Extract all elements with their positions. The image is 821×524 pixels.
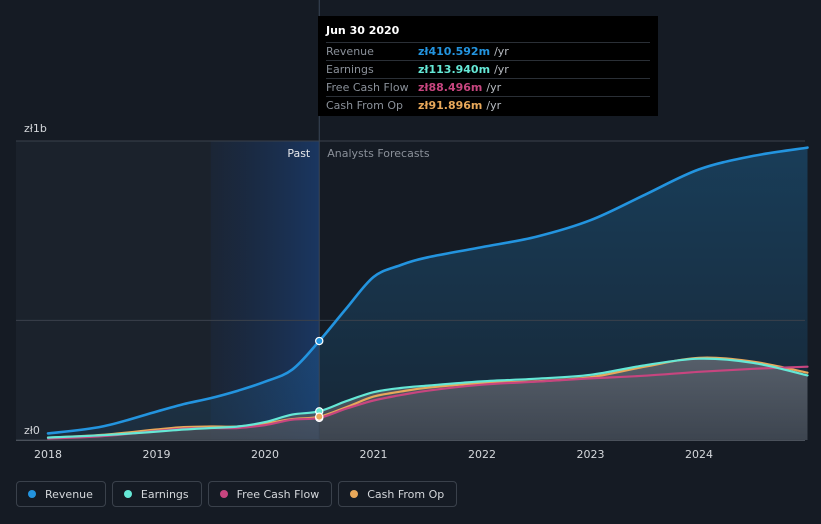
tooltip-date: Jun 30 2020 bbox=[326, 24, 400, 37]
tooltip-value: zł410.592m bbox=[418, 45, 491, 58]
legend-label: Free Cash Flow bbox=[236, 487, 320, 501]
legend-item-cash-from-op[interactable]: Cash From Op bbox=[338, 481, 458, 507]
tooltip-row-earnings: Earnings zł113.940m /yr bbox=[326, 60, 650, 78]
tooltip-unit: /yr bbox=[486, 81, 502, 94]
tooltip-row-free-cash-flow: Free Cash Flow zł88.496m /yr bbox=[326, 78, 650, 96]
tooltip-value: zł113.940m bbox=[418, 63, 491, 76]
earnings-dot-icon bbox=[123, 490, 132, 498]
legend: Revenue Earnings Free Cash Flow Cash Fro… bbox=[16, 481, 458, 507]
x-tick-label: 2022 bbox=[468, 448, 496, 461]
x-tick-label: 2018 bbox=[34, 448, 62, 461]
cash-from-op-line bbox=[46, 356, 809, 439]
free-cash-flow-dot-icon bbox=[219, 490, 228, 498]
x-tick-label: 2023 bbox=[577, 448, 605, 461]
tooltip-row-cash-from-op: Cash From Op zł91.896m /yr bbox=[326, 96, 650, 114]
tooltip-unit: /yr bbox=[486, 99, 502, 112]
y-tick-label: zł0 bbox=[24, 424, 40, 437]
legend-item-revenue[interactable]: Revenue bbox=[16, 481, 106, 507]
legend-label: Earnings bbox=[140, 487, 189, 501]
tooltip-label: Revenue bbox=[326, 45, 374, 58]
legend-label: Revenue bbox=[45, 487, 93, 501]
revenue-point bbox=[315, 336, 324, 346]
tooltip-label: Cash From Op bbox=[326, 99, 404, 112]
legend-label: Cash From Op bbox=[367, 487, 445, 501]
revenue-area bbox=[48, 147, 808, 440]
earnings-line bbox=[46, 357, 809, 439]
past-label: Past bbox=[287, 147, 311, 160]
x-tick-label: 2024 bbox=[685, 448, 713, 461]
cash-from-op-dot-icon bbox=[350, 490, 359, 498]
legend-item-free-cash-flow[interactable]: Free Cash Flow bbox=[207, 481, 333, 507]
tooltip-value: zł91.896m bbox=[418, 99, 483, 112]
revenue-dot-icon bbox=[28, 490, 36, 498]
cash-from-op-point bbox=[315, 412, 324, 421]
x-tick-label: 2019 bbox=[143, 448, 171, 461]
x-tick-label: 2020 bbox=[251, 448, 279, 461]
tooltip-unit: /yr bbox=[494, 45, 509, 58]
legend-item-earnings[interactable]: Earnings bbox=[111, 481, 202, 507]
tooltip-value: zł88.496m bbox=[418, 81, 483, 94]
earnings-area bbox=[48, 358, 808, 440]
revenue-line bbox=[46, 146, 809, 435]
tooltip: Jun 30 2020 Revenue zł410.592m /yr Earni… bbox=[318, 16, 658, 116]
tooltip-label: Earnings bbox=[326, 63, 374, 76]
tooltip-unit: /yr bbox=[494, 63, 509, 76]
y-tick-label: zł1b bbox=[24, 122, 47, 135]
forecast-label: Analysts Forecasts bbox=[327, 147, 430, 160]
x-tick-label: 2021 bbox=[360, 448, 388, 461]
tooltip-row-revenue: Revenue zł410.592m /yr bbox=[326, 42, 650, 60]
tooltip-label: Free Cash Flow bbox=[326, 81, 409, 94]
